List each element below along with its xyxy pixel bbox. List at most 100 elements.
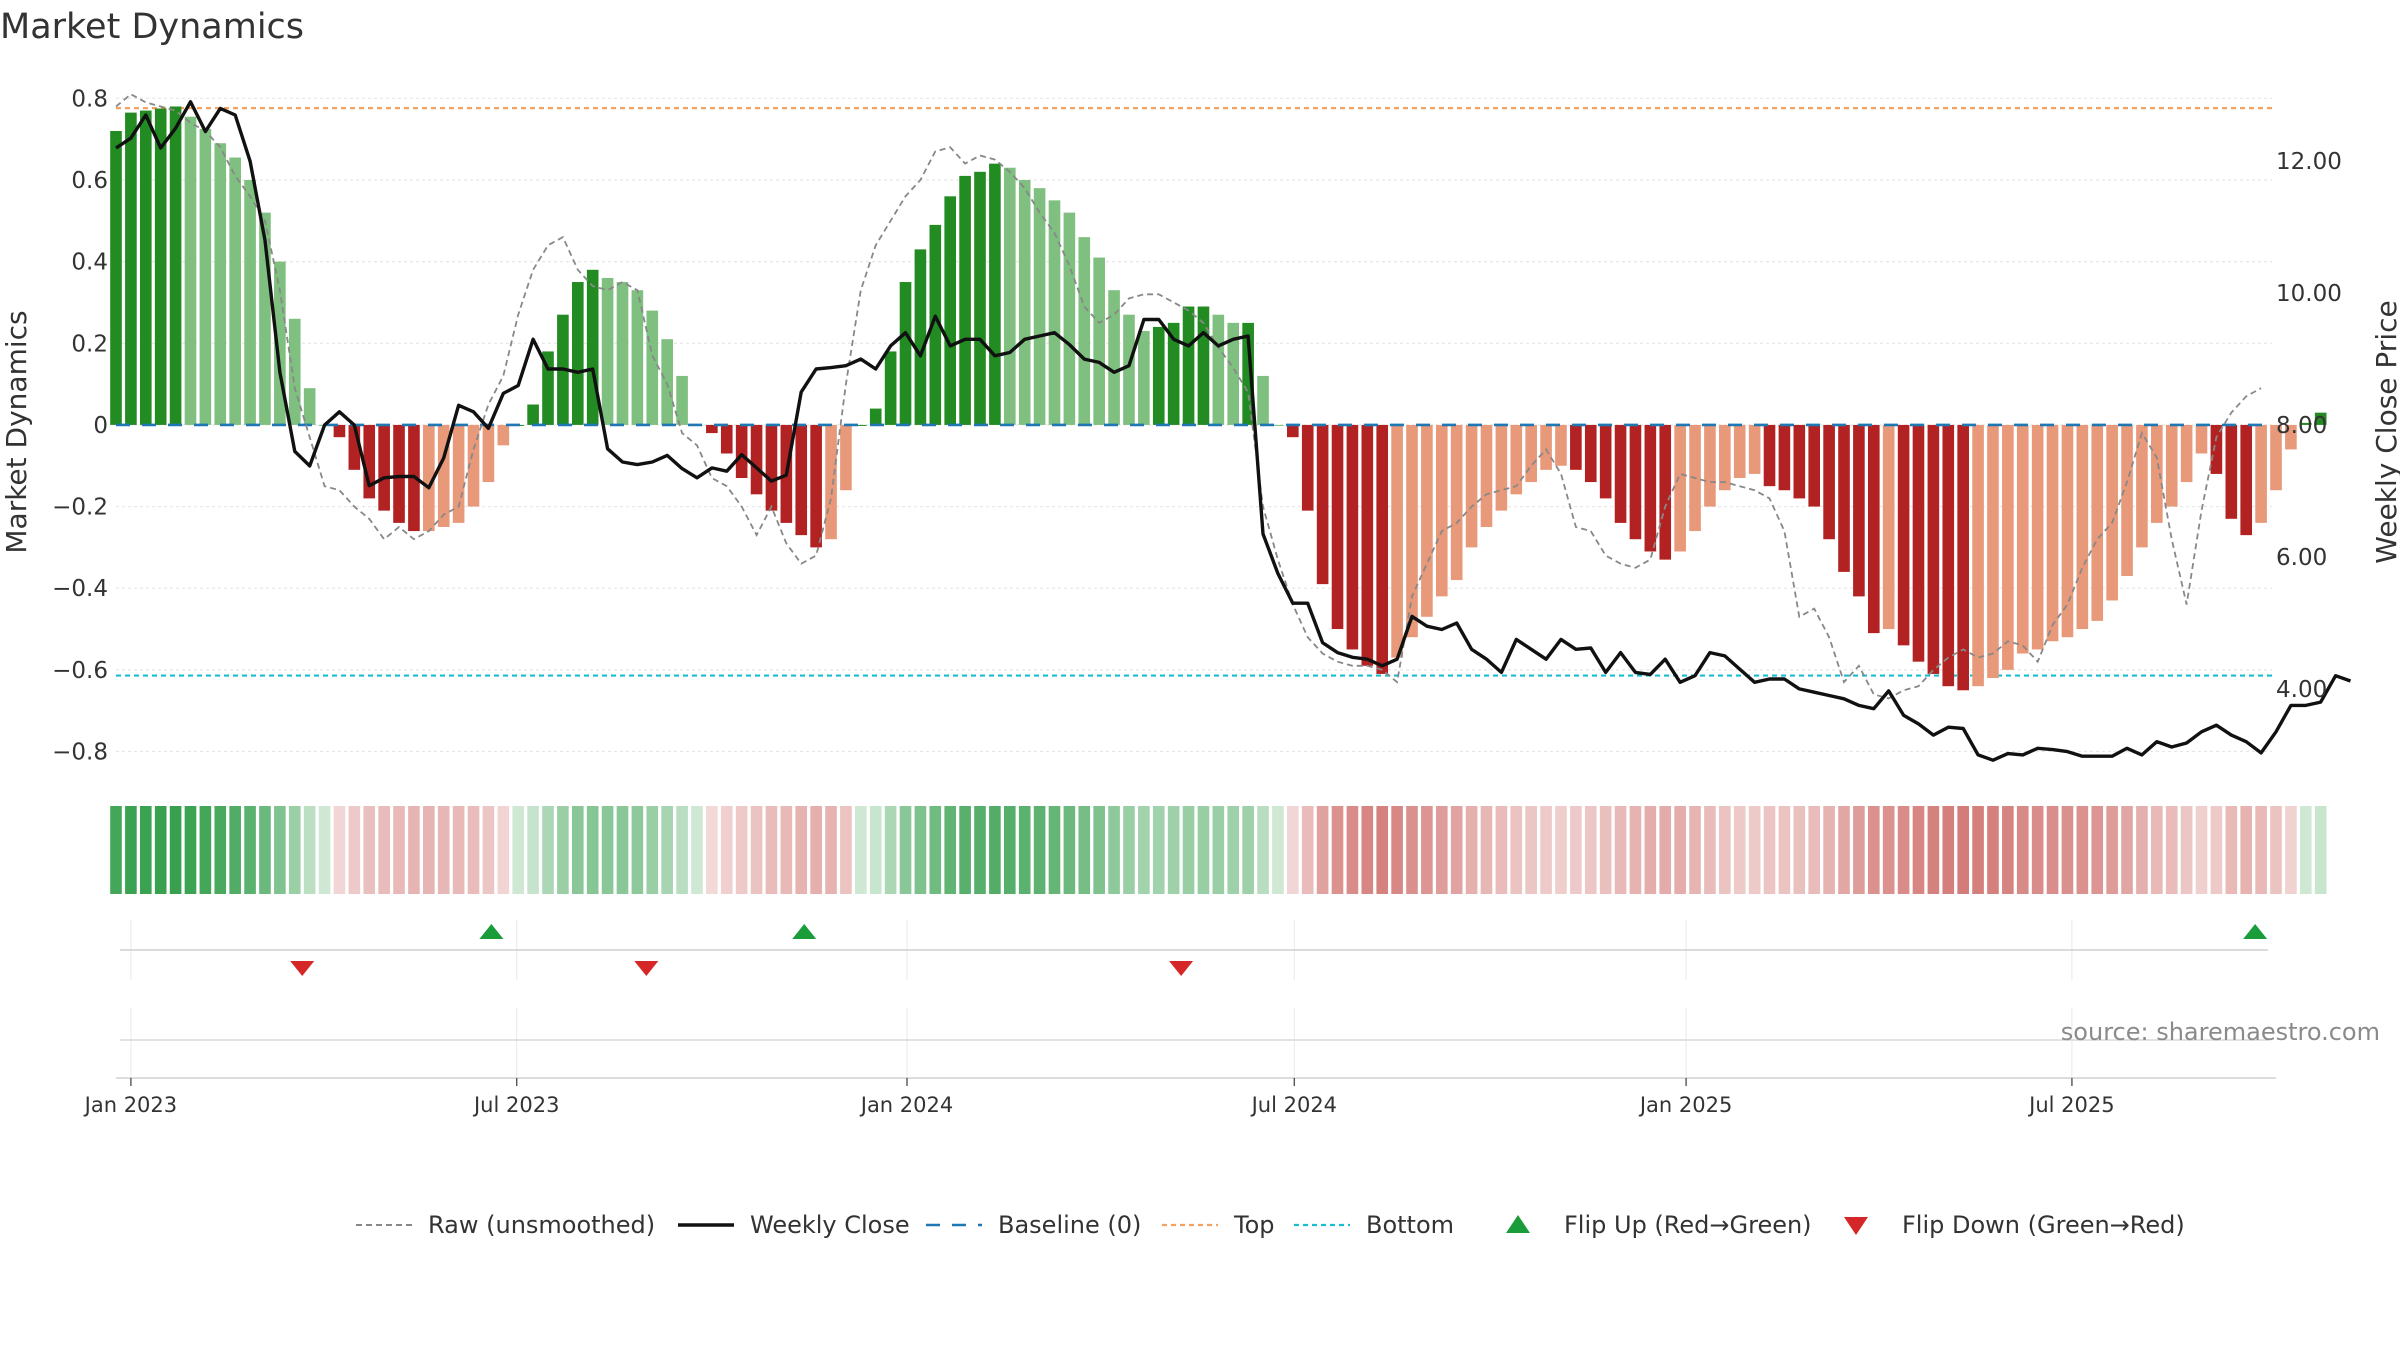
dynamics-bar: [2285, 424, 2297, 450]
legend-label: Weekly Close: [750, 1211, 910, 1239]
regime-cell: [2151, 806, 2163, 894]
dynamics-bar: [2240, 424, 2253, 536]
dynamics-bar: [1152, 326, 1165, 425]
x-axis-ticks: Jan 2023 Jul 2023 Jan 2024 Jul 2024 Jan 2025…: [83, 1078, 2115, 1117]
regime-cell: [706, 806, 718, 894]
regime-cell: [2061, 806, 2074, 894]
regime-cell: [1212, 806, 1225, 894]
dynamics-bar: [929, 224, 942, 425]
regime-cell: [169, 806, 182, 894]
flip-up-marker: [2243, 924, 2268, 939]
dynamics-bar: [601, 277, 614, 425]
dynamics-bar: [840, 424, 852, 491]
dynamics-bar: [1227, 322, 1240, 425]
regime-cell: [1614, 806, 1627, 894]
dynamics-bar: [1391, 424, 1403, 658]
regime-cell: [1599, 806, 1612, 894]
regime-cell: [482, 806, 495, 894]
dynamics-bar: [1346, 424, 1359, 650]
regime-cell: [1674, 806, 1686, 894]
dynamics-bar: [1138, 331, 1150, 425]
dynamics-bar: [154, 108, 167, 425]
x-tick-label: Jan 2023: [83, 1093, 178, 1117]
regime-cell: [1838, 806, 1850, 894]
dynamics-bar: [1033, 188, 1046, 425]
dynamics-bar: [855, 424, 867, 426]
dynamics-bar: [1465, 424, 1478, 548]
regime-cell: [154, 806, 167, 894]
dynamics-bar: [1823, 424, 1835, 540]
regime-cell: [914, 806, 927, 894]
dynamics-bar: [288, 318, 301, 425]
y2-tick-label: 10.00: [2276, 281, 2342, 307]
dynamics-bar: [1212, 314, 1225, 425]
regime-cell: [512, 806, 525, 894]
dynamics-bar: [1003, 167, 1016, 425]
dynamics-bar: [631, 290, 644, 425]
regime-cell: [1897, 806, 1910, 894]
dynamics-bar: [1793, 424, 1806, 499]
dynamics-bar: [363, 424, 376, 499]
dynamics-bar: [2046, 424, 2059, 642]
regime-cell: [2314, 806, 2327, 894]
empty-panel: [116, 1008, 2276, 1079]
x-tick-label: Jul 2024: [1250, 1093, 1337, 1117]
dynamics-bar: [1897, 424, 1910, 646]
dynamics-bar: [944, 196, 957, 425]
raw-series: [115, 93, 2262, 700]
dynamics-bar: [244, 179, 256, 425]
regime-cell: [989, 806, 1001, 894]
regime-cell: [1882, 806, 1895, 894]
regime-cell: [259, 806, 271, 894]
regime-cell: [1078, 806, 1091, 894]
dynamics-bar: [1301, 424, 1314, 511]
regime-cell: [2255, 806, 2267, 894]
dynamics-bar: [1495, 424, 1508, 511]
regime-cell: [1644, 806, 1657, 894]
y-tick-label: 0.2: [71, 331, 108, 357]
regime-cell: [288, 806, 301, 894]
regime-cell: [244, 806, 256, 894]
regime-cell: [884, 806, 897, 894]
dynamics-bar: [1733, 424, 1746, 478]
regime-cell: [601, 806, 614, 894]
regime-cell: [765, 806, 778, 894]
dynamics-bar: [1435, 424, 1448, 597]
dynamics-bar: [1748, 424, 1761, 474]
regime-cell: [333, 806, 346, 894]
regime-cell: [944, 806, 957, 894]
y-axis-ticks: −0.8 −0.6 −0.4 −0.2 0 0.2 0.4 0.6 0.8: [52, 86, 108, 765]
regime-cell: [2225, 806, 2238, 894]
dynamics-bar: [125, 112, 137, 425]
regime-cell: [1435, 806, 1448, 894]
regime-cell: [1272, 806, 1284, 894]
regime-cell: [2195, 806, 2208, 894]
dynamics-bar: [884, 351, 897, 425]
regime-cell: [1197, 806, 1210, 894]
dynamics-bar: [1763, 424, 1776, 487]
dynamics-bar: [452, 424, 465, 523]
y-tick-label: 0.6: [71, 168, 108, 194]
dynamics-bar: [1942, 424, 1955, 687]
regime-cell: [437, 806, 450, 894]
flip-down-marker: [290, 961, 315, 976]
regime-cell: [1063, 806, 1076, 894]
legend-label: Flip Up (Red→Green): [1564, 1211, 1812, 1239]
y-tick-label: −0.6: [52, 658, 108, 684]
y-tick-label: −0.2: [52, 495, 108, 521]
legend: Raw (unsmoothed) Weekly Close Baseline (0)…: [356, 1211, 2185, 1239]
dynamics-bar: [646, 310, 659, 425]
dynamics-bar: [393, 424, 405, 523]
regime-cell: [1018, 806, 1031, 894]
dynamics-bar: [1644, 424, 1657, 552]
regime-cell: [1927, 806, 1940, 894]
regime-cell: [1450, 806, 1463, 894]
dynamics-bar: [1525, 424, 1537, 483]
weekly-close-line: [115, 100, 2352, 762]
regime-cell: [691, 806, 703, 894]
dynamics-bar: [542, 351, 554, 425]
regime-cell: [452, 806, 465, 894]
regime-cell: [1972, 806, 1984, 894]
dynamics-bar: [1540, 424, 1552, 470]
regime-cell: [2240, 806, 2253, 894]
